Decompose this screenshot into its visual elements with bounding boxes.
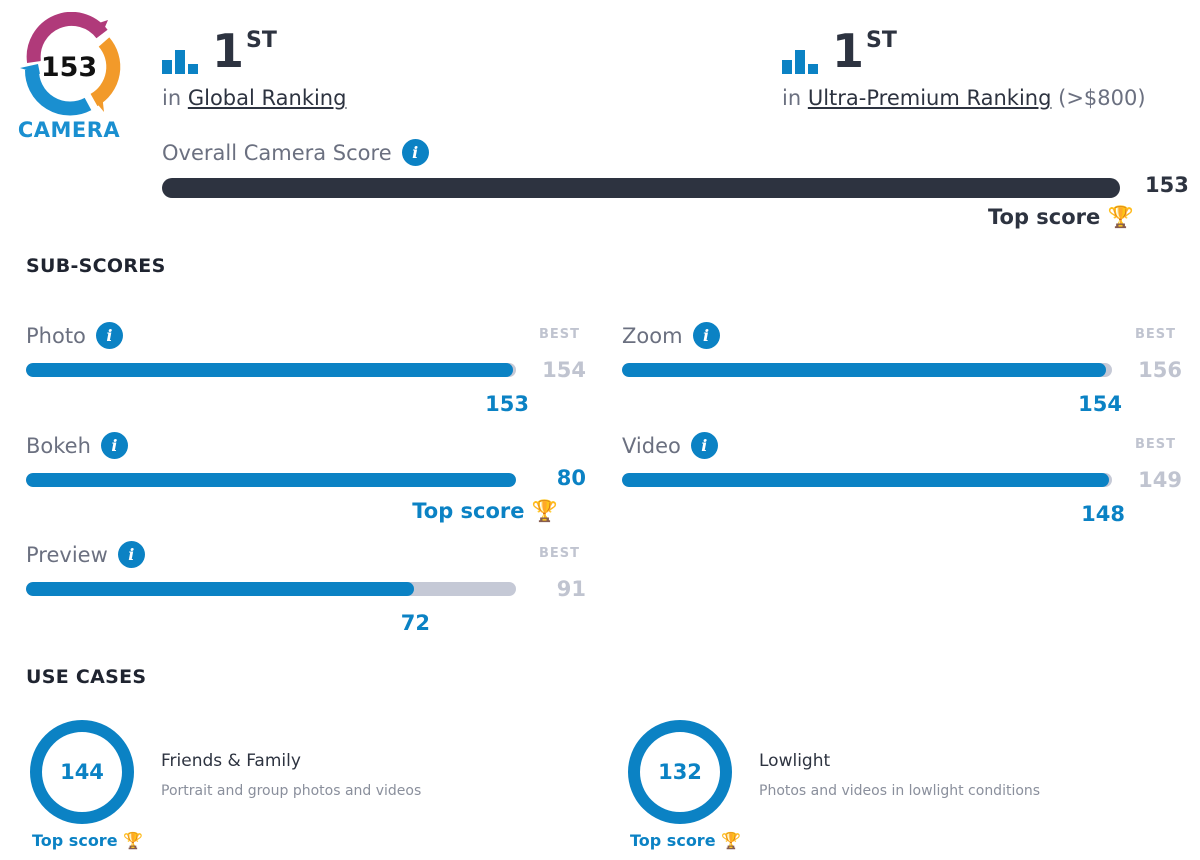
top-score-badge: Top score 🏆 [412,499,558,523]
overall-score-label: Overall Camera Score i [162,139,429,166]
subscore-value: 80 [556,466,586,490]
best-value: 156 [1138,358,1182,382]
ultra-premium-ranking: 1 ST in Ultra-Premium Ranking (>$800) [782,24,1146,110]
subscore-bokeh: Bokeh i 80 Top score 🏆 [26,432,586,542]
use-case-description: Photos and videos in lowlight conditions [759,783,1041,799]
trophy-icon: 🏆 [721,831,742,850]
logo-label: CAMERA [17,118,121,142]
subscore-label: Bokeh [26,433,91,458]
subscore-value: 154 [1078,392,1122,416]
subscore-video: Video i BEST 149 148 [622,432,1182,542]
use-case-score-ring: 132 [628,720,732,824]
trophy-icon: 🏆 [531,499,558,523]
best-label: BEST [538,546,580,561]
info-icon[interactable]: i [95,322,123,349]
subscore-bar-fill [26,473,516,487]
info-icon[interactable]: i [117,541,145,568]
best-value: 149 [1138,468,1182,492]
best-label: BEST [538,327,580,342]
subscores-title: SUB-SCORES [26,255,166,277]
subscore-zoom: Zoom i BEST 156 154 [622,322,1182,432]
global-ranking: 1 ST in Global Ranking [162,24,347,110]
global-ranking-link[interactable]: Global Ranking [187,86,347,110]
subscore-bar-fill [26,582,414,596]
best-label: BEST [1134,327,1176,342]
rank-position: 1 [212,24,245,78]
info-icon[interactable]: i [692,322,720,349]
best-label: BEST [1134,437,1176,452]
subscore-label: Preview [26,542,108,567]
subscore-label: Photo [26,323,86,348]
svg-text:153: 153 [41,52,97,83]
overall-top-score: Top score 🏆 [988,205,1134,229]
use-case-description: Portrait and group photos and videos [161,783,422,799]
subscore-photo: Photo i BEST 154 153 [26,322,586,432]
ranking-bars-icon [162,48,198,74]
info-icon[interactable]: i [690,432,718,459]
top-score-badge: Top score 🏆 [630,831,742,850]
subscore-label: Zoom [622,323,683,348]
subscore-preview: Preview i BEST 91 72 [26,541,586,651]
use-case-card: 144 Friends & Family Portrait and group … [30,720,590,860]
subscore-value: 153 [485,392,529,416]
subscore-bar [26,363,516,377]
use-case-score-ring: 144 [30,720,134,824]
use-cases-title: USE CASES [26,666,147,688]
rank-position: 1 [832,24,865,78]
use-case-title: Friends & Family [161,751,301,771]
subscore-value: 72 [400,611,430,635]
subscore-bar [26,582,516,596]
subscore-bar [622,363,1112,377]
subscore-bar-fill [622,473,1109,487]
best-value: 91 [556,577,586,601]
subscore-label: Video [622,433,681,458]
use-case-title: Lowlight [759,751,831,771]
use-case-card: 132 Lowlight Photos and videos in lowlig… [628,720,1188,860]
info-icon[interactable]: i [100,432,128,459]
ranking-bars-icon [782,48,818,74]
subscore-value: 148 [1081,502,1125,526]
subscore-bar [26,473,516,487]
trophy-icon: 🏆 [1107,205,1134,229]
info-icon[interactable]: i [401,139,429,166]
ultra-premium-ranking-link[interactable]: Ultra-Premium Ranking [807,86,1052,110]
dxomark-camera-badge: 153 [14,11,124,142]
trophy-icon: 🏆 [123,831,144,850]
top-score-badge: Top score 🏆 [32,831,144,850]
overall-score-bar [162,178,1120,198]
subscore-bar [622,473,1112,487]
subscore-bar-fill [26,363,513,377]
overall-score-value: 153 [1145,173,1189,197]
subscore-bar-fill [622,363,1106,377]
best-value: 154 [542,358,586,382]
